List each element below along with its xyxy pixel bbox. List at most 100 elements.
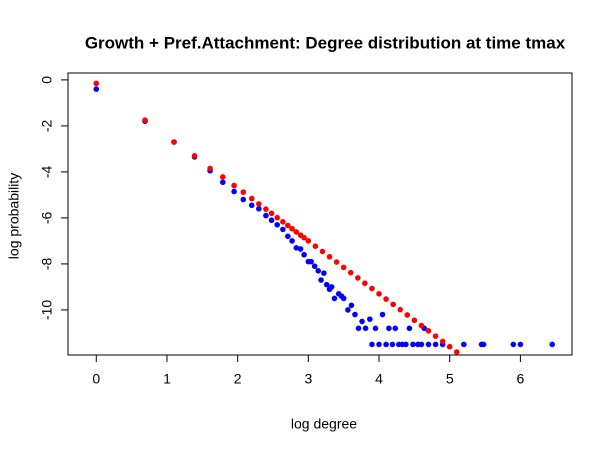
point	[285, 233, 291, 240]
point	[392, 325, 399, 332]
point	[333, 259, 340, 265]
point	[406, 325, 413, 332]
point	[369, 285, 375, 292]
point	[425, 328, 432, 334]
point	[383, 341, 389, 348]
point	[240, 196, 247, 203]
point	[268, 210, 275, 217]
point	[248, 195, 255, 202]
point	[390, 301, 396, 308]
point	[312, 243, 319, 250]
point	[446, 343, 453, 350]
x-tick-label: 2	[234, 371, 242, 387]
point	[301, 251, 307, 258]
point	[418, 322, 425, 329]
point	[328, 284, 335, 290]
point	[93, 86, 100, 92]
point	[280, 226, 286, 233]
point	[297, 246, 304, 252]
point	[362, 325, 369, 332]
point	[220, 174, 226, 180]
chart-title: Growth + Pref.Attachment: Degree distrib…	[85, 33, 566, 52]
point	[256, 201, 262, 207]
point	[142, 117, 148, 123]
x-tick-label: 4	[375, 371, 383, 387]
x-tick-label: 6	[516, 371, 524, 387]
point	[256, 205, 262, 212]
point	[331, 295, 338, 302]
point	[248, 202, 255, 209]
y-axis-label: log probability	[6, 173, 22, 259]
point	[549, 341, 556, 348]
point	[397, 306, 404, 313]
y-tick-label: 0	[39, 76, 55, 84]
y-tick-label: -8	[39, 257, 55, 270]
point	[285, 222, 291, 229]
y-tick-label: -2	[39, 119, 55, 132]
point	[372, 325, 379, 332]
point	[439, 338, 446, 345]
point	[207, 165, 213, 172]
x-tick-label: 5	[446, 371, 454, 387]
point	[308, 258, 314, 265]
point	[403, 341, 409, 348]
point	[404, 312, 411, 318]
point	[432, 341, 439, 348]
point	[348, 302, 355, 309]
point	[359, 318, 365, 325]
point	[461, 341, 467, 348]
point	[340, 264, 347, 271]
point	[321, 270, 327, 276]
y-tick-label: -6	[39, 211, 55, 224]
point	[220, 179, 226, 186]
plot-box	[67, 72, 573, 356]
point	[389, 341, 396, 348]
point	[171, 139, 177, 145]
x-tick-label: 0	[92, 371, 100, 387]
point	[326, 253, 333, 260]
point	[301, 234, 307, 241]
point	[315, 268, 322, 274]
x-axis-label: log degree	[291, 416, 357, 432]
point	[318, 277, 324, 283]
point	[383, 296, 389, 302]
point	[340, 295, 347, 302]
point	[289, 225, 295, 232]
point	[425, 341, 432, 348]
point	[311, 263, 318, 270]
point	[231, 182, 237, 189]
point	[323, 281, 330, 288]
point	[347, 269, 354, 276]
point	[293, 229, 300, 235]
point	[280, 219, 286, 225]
x-tick-label: 1	[163, 371, 171, 387]
point	[411, 317, 418, 324]
point	[453, 349, 460, 355]
point	[369, 341, 375, 348]
point	[355, 275, 361, 281]
point	[517, 341, 524, 348]
point	[319, 248, 326, 255]
point	[355, 325, 362, 332]
point	[376, 291, 382, 297]
point	[305, 238, 312, 244]
y-tick-label: -10	[39, 300, 55, 320]
point	[352, 311, 358, 318]
point	[345, 307, 351, 313]
point	[93, 80, 100, 87]
point	[231, 188, 237, 195]
point	[293, 245, 300, 251]
point	[263, 212, 269, 219]
point	[386, 325, 392, 332]
y-tick-label: -4	[39, 165, 55, 178]
point	[362, 280, 368, 287]
point	[268, 217, 275, 224]
point	[191, 153, 198, 159]
point	[376, 341, 382, 348]
point	[367, 316, 373, 322]
point	[510, 341, 517, 348]
point	[289, 238, 295, 244]
x-tick-label: 3	[304, 371, 312, 387]
